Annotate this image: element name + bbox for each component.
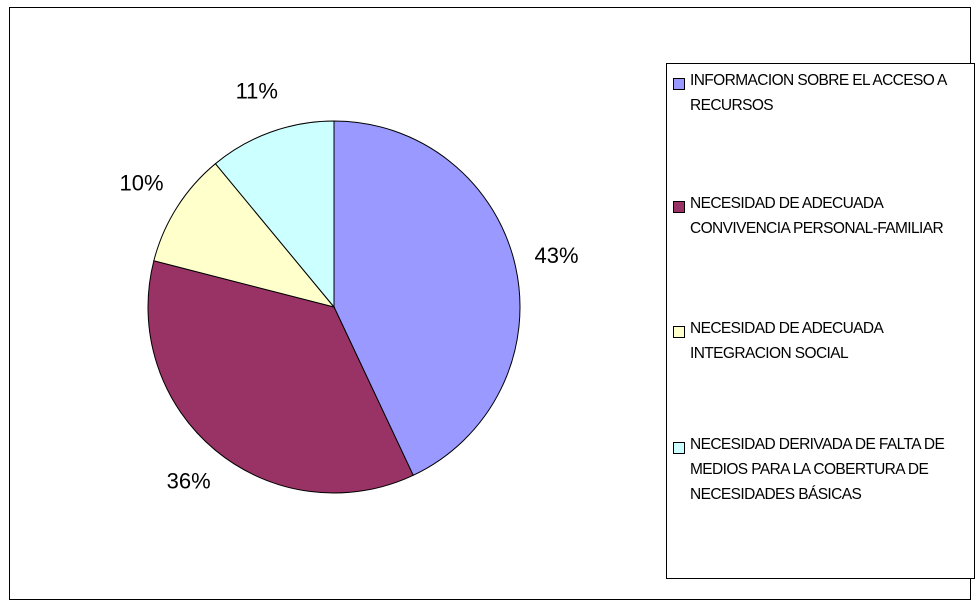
data-label: 43%: [534, 243, 578, 268]
legend-entry: NECESIDAD DE ADECUADA INTEGRACION SOCIAL: [673, 320, 969, 366]
pie-slice: [333, 120, 521, 476]
legend-swatch: [673, 201, 685, 213]
data-label: 11%: [236, 78, 278, 103]
legend-label: NECESIDAD DE ADECUADA INTEGRACION SOCIAL: [690, 320, 883, 362]
legend-swatch: [673, 326, 685, 338]
legend: INFORMACION SOBRE EL ACCESO A RECURSOS NE…: [666, 63, 975, 579]
pie-slice: [147, 260, 414, 494]
data-label: 36%: [167, 468, 211, 493]
legend-entry: NECESIDAD DE ADECUADA CONVIVENCIA PERSON…: [673, 195, 969, 241]
legend-entry: INFORMACION SOBRE EL ACCESO A RECURSOS: [673, 72, 969, 118]
legend-label: NECESIDAD DE ADECUADA CONVIVENCIA PERSON…: [690, 195, 944, 237]
legend-swatch: [673, 78, 685, 90]
pie-slice: [153, 162, 336, 308]
legend-entry: NECESIDAD DERIVADA DE FALTA DE MEDIOS PA…: [673, 436, 969, 507]
legend-label: INFORMACION SOBRE EL ACCESO A RECURSOS: [690, 72, 947, 114]
data-label: 10%: [119, 171, 163, 196]
pie-slice: [214, 120, 335, 309]
legend-swatch: [673, 442, 685, 454]
legend-label: NECESIDAD DERIVADA DE FALTA DE MEDIOS PA…: [690, 436, 945, 503]
